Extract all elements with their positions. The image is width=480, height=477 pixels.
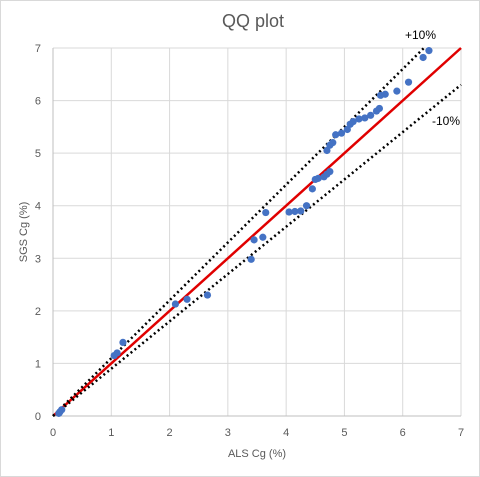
- x-tick-label: 3: [225, 427, 231, 439]
- data-point: [425, 47, 433, 55]
- data-point: [314, 174, 322, 182]
- identity-line: [52, 47, 462, 417]
- data-point: [337, 129, 346, 137]
- y-axis-title: SGS Cg (%): [18, 202, 30, 263]
- y-tick-label: 6: [35, 96, 41, 108]
- data-point: [285, 208, 293, 216]
- minus-10-percent-line: [52, 83, 462, 417]
- data-points: [55, 47, 433, 417]
- data-point: [419, 53, 427, 62]
- data-point: [308, 185, 316, 193]
- data-point: [58, 406, 66, 414]
- y-tick-label: 1: [35, 358, 41, 370]
- chart-title: QQ plot: [222, 11, 284, 31]
- data-point: [119, 338, 127, 346]
- data-point: [381, 90, 389, 98]
- plus-10-percent-line: [52, 47, 425, 417]
- data-point: [113, 349, 121, 357]
- data-point: [329, 139, 337, 147]
- data-point: [326, 167, 334, 176]
- x-tick-label: 6: [400, 427, 406, 439]
- data-point: [393, 87, 401, 95]
- x-tick-label: 0: [50, 427, 56, 439]
- data-point: [343, 125, 351, 134]
- data-point: [259, 233, 267, 241]
- data-point: [183, 295, 191, 303]
- data-point: [332, 131, 340, 139]
- minus-10-percent-label: -10%: [432, 114, 460, 128]
- data-point: [367, 111, 375, 119]
- data-point: [262, 208, 270, 217]
- data-point: [323, 146, 331, 155]
- grid-layer: [52, 47, 462, 417]
- x-axis-title: ALS Cg (%): [228, 448, 286, 460]
- y-tick-label: 2: [35, 306, 41, 318]
- tick-labels: 0 1 2 3 4 5 6 7 0 1 2 3 4 5 6 7: [35, 43, 464, 439]
- data-point: [355, 115, 363, 123]
- plus-10-percent-label: +10%: [405, 28, 436, 42]
- data-point: [361, 114, 369, 122]
- data-point: [302, 202, 311, 210]
- data-point: [203, 291, 212, 299]
- data-point: [247, 255, 255, 263]
- x-tick-label: 7: [458, 427, 464, 439]
- data-point: [297, 207, 305, 215]
- x-tick-label: 1: [108, 427, 114, 439]
- x-tick-label: 5: [341, 427, 347, 439]
- x-tick-label: 2: [167, 427, 173, 439]
- data-point: [171, 300, 179, 308]
- data-point: [291, 207, 299, 216]
- y-tick-label: 0: [35, 411, 41, 423]
- data-point: [404, 78, 413, 86]
- y-tick-label: 5: [35, 148, 41, 160]
- y-tick-label: 7: [35, 43, 41, 55]
- x-tick-label: 4: [283, 427, 289, 439]
- y-tick-label: 3: [35, 253, 41, 265]
- y-tick-label: 4: [35, 201, 41, 213]
- reference-lines: [52, 47, 462, 417]
- data-point: [349, 118, 357, 126]
- data-point: [375, 104, 383, 113]
- data-point: [250, 236, 258, 244]
